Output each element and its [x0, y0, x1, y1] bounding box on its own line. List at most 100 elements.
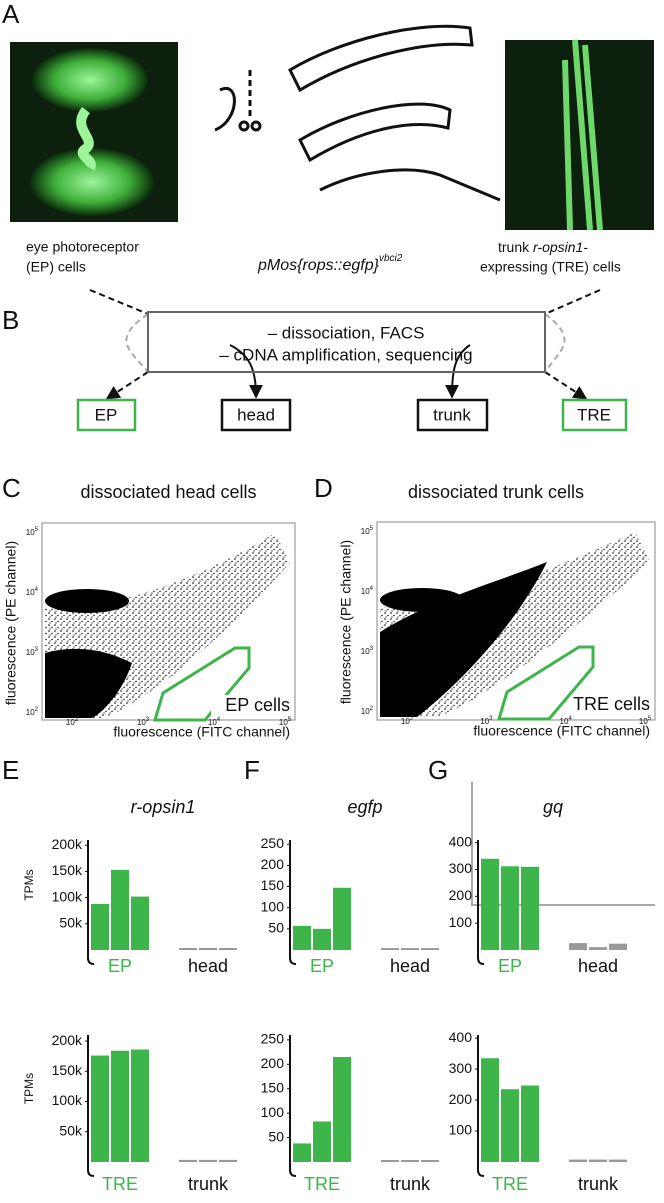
y-tick-label: 104: [361, 586, 374, 597]
caption: eye photoreceptor: [26, 239, 139, 255]
bar: [131, 1049, 149, 1162]
category-label: TRE: [102, 1174, 138, 1194]
bar: [179, 1159, 197, 1162]
bar: [111, 1050, 129, 1162]
bar: [293, 1143, 311, 1162]
micrograph-left: [10, 42, 178, 222]
tick-exp: 3: [370, 646, 374, 652]
y-axis: [289, 840, 297, 965]
y-tick-label: 105: [361, 526, 374, 537]
construct: pMos{rops::egfp}vbci2: [257, 253, 403, 275]
tick-base: 10: [208, 718, 217, 727]
category-label: trunk: [390, 1174, 431, 1194]
bar: [199, 1159, 217, 1162]
y-tick-label: 200k: [52, 1032, 83, 1048]
category-label: EP: [310, 956, 334, 976]
bar: [589, 947, 607, 950]
tick-exp: 3: [146, 717, 150, 723]
y-axis: [477, 840, 485, 965]
y-tick-label: 400: [449, 833, 473, 849]
tick-exp: 4: [370, 586, 374, 592]
tick-base: 10: [401, 717, 410, 726]
y-tick-label: 50k: [59, 1122, 83, 1138]
y-tick-label: 103: [361, 646, 374, 657]
frame: [471, 782, 655, 906]
y-tick-label: 102: [361, 706, 374, 717]
bar: [401, 1160, 419, 1162]
bar: [609, 1159, 627, 1162]
x-axis-label: fluorescence (FITC channel): [473, 723, 650, 739]
category-label: head: [188, 956, 228, 976]
cloud-cluster: [380, 588, 464, 612]
bar: [179, 947, 197, 950]
worm-drawing: [214, 24, 501, 202]
gate-label-bg: [211, 695, 291, 717]
tick-exp: 4: [217, 717, 221, 723]
facs-plots: dissociated head cells EP cells fluorescen…: [3, 482, 656, 740]
bar: [381, 1160, 399, 1162]
bar: [313, 928, 331, 950]
y-tick-label: 150k: [52, 1062, 83, 1078]
y-tick-label: 200: [261, 1055, 285, 1071]
tick-base: 10: [361, 587, 370, 596]
category-label: trunk: [188, 1174, 229, 1194]
y-axis: [87, 840, 95, 965]
gate: [152, 646, 251, 722]
caption-gene: r-opsin1: [533, 239, 583, 255]
y-axis: [289, 1035, 297, 1177]
y-tick-label: 250: [261, 835, 285, 851]
sample-boxes: [76, 398, 628, 432]
y-tick-label: 100: [449, 914, 473, 930]
box-label: head: [237, 405, 275, 424]
x-tick-label: 102: [66, 717, 79, 728]
x-tick-label: 103: [137, 717, 150, 728]
bar: [609, 943, 627, 950]
y-tick-label: 200: [449, 1091, 473, 1107]
tick-base: 10: [361, 527, 370, 536]
x-tick-label: 104: [560, 716, 573, 727]
panel-label: E: [2, 755, 19, 785]
bar: [481, 1058, 499, 1162]
tick-base: 10: [26, 648, 35, 657]
category-label: head: [390, 956, 430, 976]
bar: [521, 1085, 539, 1162]
category-label: trunk: [578, 1174, 619, 1194]
panel-label: A: [2, 0, 20, 29]
tick-exp: 5: [35, 527, 39, 533]
bar: [199, 947, 217, 950]
tick-base: 10: [26, 588, 35, 597]
bar: [589, 1159, 607, 1162]
tick-base: 10: [66, 718, 75, 727]
construct-sup: vbci2: [379, 253, 403, 264]
tick-base: 10: [361, 647, 370, 656]
y-tick-label: 50: [268, 1128, 284, 1144]
x-tick-label: 104: [208, 717, 221, 728]
y-tick-label: 150: [261, 877, 285, 893]
y-tick-label: 150k: [52, 862, 83, 878]
tick-exp: 3: [35, 647, 39, 653]
bar: [333, 887, 351, 950]
bar: [111, 869, 129, 950]
bar: [333, 1056, 351, 1162]
cloud-core: [380, 562, 547, 717]
bar: [481, 858, 499, 950]
bar: [219, 947, 237, 950]
tick-base: 10: [560, 717, 569, 726]
y-tick-label: 300: [449, 860, 473, 876]
caption-part: trunk: [498, 239, 533, 255]
panel-label: F: [244, 755, 260, 785]
step: – dissociation, FACS: [268, 323, 425, 342]
tick-base: 10: [639, 717, 648, 726]
box-label: EP: [95, 405, 118, 424]
bar: [381, 948, 399, 950]
bar: [501, 1089, 519, 1162]
chart-title: r-opsin1: [131, 797, 196, 817]
y-tick-label: 104: [26, 587, 39, 598]
cloud-cluster: [45, 589, 129, 613]
x-tick-label: 105: [639, 716, 652, 727]
y-tick-label: 50k: [59, 915, 83, 931]
y-tick-label: 200: [261, 856, 285, 872]
y-tick-label: 100: [449, 1122, 473, 1138]
gate-label: EP cells: [225, 695, 290, 715]
bar: [313, 1121, 331, 1162]
